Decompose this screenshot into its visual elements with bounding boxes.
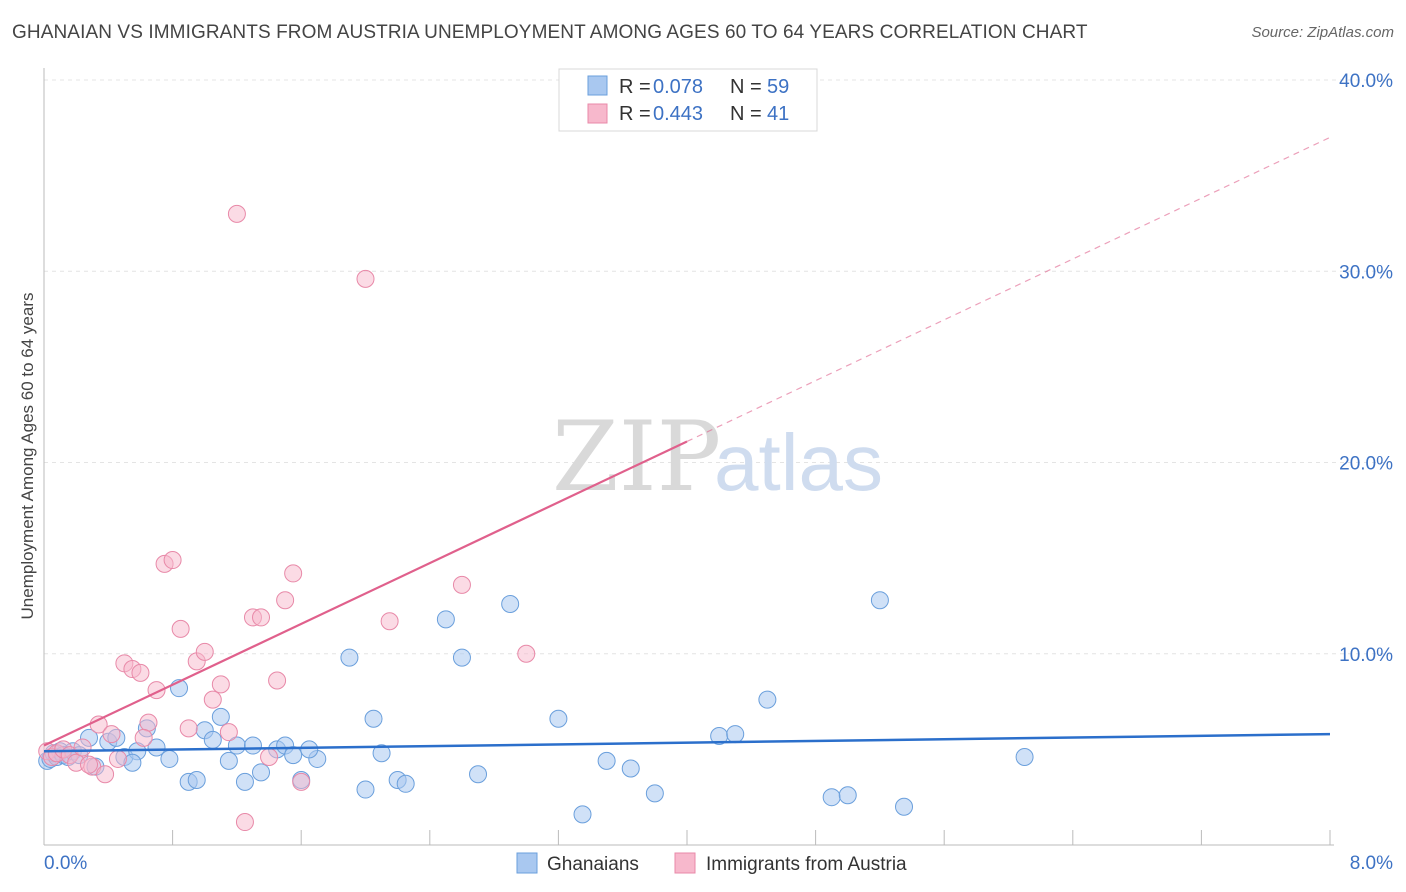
austria-point — [268, 671, 287, 690]
legend-swatch-pink — [587, 103, 608, 124]
series-austria-points — [38, 204, 536, 832]
y-tick-label: 40.0% — [1339, 71, 1393, 92]
austria-point — [517, 644, 536, 663]
x-tick-label-min: 0.0% — [44, 853, 87, 874]
legend-r-label-2: R = — [619, 103, 651, 125]
ghanaians-point — [838, 786, 857, 805]
ghanaians-point — [211, 707, 230, 726]
ghanaians-point — [597, 751, 616, 770]
austria-point — [356, 269, 375, 288]
austria-point — [260, 748, 279, 767]
bottom-legend-swatch-austria — [674, 852, 696, 874]
legend-r-value-1: 0.078 — [653, 76, 703, 98]
ghanaians-point — [501, 595, 520, 614]
ghanaians-point — [147, 738, 166, 757]
austria-point — [252, 608, 271, 627]
austria-point — [96, 765, 115, 784]
ghanaians-point — [187, 770, 206, 789]
austria-trend-line-dashed — [686, 136, 1331, 443]
ghanaians-point — [396, 774, 415, 793]
austria-point — [380, 612, 399, 631]
ghanaians-point — [284, 746, 303, 765]
ghanaians-trend-line — [43, 732, 1331, 753]
austria-point — [292, 772, 311, 791]
austria-point — [73, 738, 92, 757]
austria-point — [195, 642, 214, 661]
ghanaians-point — [340, 648, 359, 667]
y-axis-tick-labels: 10.0% 20.0% 30.0% 40.0% — [1339, 71, 1393, 666]
y-tick-label: 30.0% — [1339, 262, 1393, 283]
ghanaians-point — [895, 797, 914, 816]
y-axis-label: Unemployment Among Ages 60 to 64 years — [18, 293, 37, 620]
austria-point — [131, 663, 150, 682]
austria-point — [235, 813, 254, 832]
bottom-legend-label-ghanaians: Ghanaians — [547, 854, 639, 875]
legend-n-label-2: N = — [730, 103, 762, 125]
ghanaians-point — [243, 736, 262, 755]
austria-point — [108, 749, 127, 768]
watermark-zip: ZIP — [552, 401, 721, 513]
y-tick-label: 10.0% — [1339, 645, 1393, 666]
austria-point — [163, 551, 182, 570]
legend-r-label-1: R = — [619, 76, 651, 98]
ghanaians-point — [870, 591, 889, 610]
legend-n-value-2: 41 — [767, 103, 789, 125]
legend-swatch-blue — [587, 75, 608, 96]
x-axis-ticks — [43, 830, 1331, 845]
ghanaians-point — [356, 780, 375, 799]
bottom-legend-label-austria: Immigrants from Austria — [706, 854, 907, 875]
ghanaians-point — [621, 759, 640, 778]
ghanaians-point — [203, 730, 222, 749]
ghanaians-point — [219, 751, 238, 770]
austria-point — [284, 564, 303, 583]
legend-box: R = 0.078 N = 59 R = 0.443 N = 41 — [558, 68, 818, 132]
watermark-atlas: atlas — [714, 418, 883, 507]
ghanaians-point — [1015, 748, 1034, 767]
ghanaians-point — [822, 788, 841, 807]
source-label: Source: ZipAtlas.com — [1251, 24, 1394, 41]
trend-lines — [43, 136, 1331, 753]
austria-point — [219, 723, 238, 742]
legend-n-value-1: 59 — [767, 76, 789, 98]
ghanaians-point — [252, 763, 271, 782]
ghanaians-point — [364, 709, 383, 728]
y-tick-label: 20.0% — [1339, 454, 1393, 475]
austria-point — [139, 713, 158, 732]
grid-lines — [44, 79, 1393, 655]
legend-n-label-1: N = — [730, 76, 762, 98]
austria-point — [179, 719, 198, 738]
chart-title: GHANAIAN VS IMMIGRANTS FROM AUSTRIA UNEM… — [12, 22, 1088, 43]
austria-point — [203, 690, 222, 709]
austria-point — [276, 591, 295, 610]
ghanaians-point — [758, 690, 777, 709]
ghanaians-point — [436, 610, 455, 629]
austria-point — [171, 619, 190, 638]
austria-trend-line-solid — [43, 440, 688, 747]
austria-point — [452, 575, 471, 594]
bottom-legend-swatch-ghanaians — [516, 852, 538, 874]
austria-point — [80, 755, 99, 774]
axes — [43, 68, 1334, 846]
x-tick-label-max: 8.0% — [1350, 853, 1393, 874]
austria-point — [211, 675, 230, 694]
ghanaians-point — [235, 772, 254, 791]
ghanaians-point — [469, 765, 488, 784]
ghanaians-point — [300, 740, 319, 759]
ghanaians-point — [160, 749, 179, 768]
bottom-legend: Ghanaians Immigrants from Austria — [516, 852, 907, 875]
ghanaians-point — [549, 709, 568, 728]
ghanaians-point — [645, 784, 664, 803]
austria-point — [227, 204, 246, 223]
austria-point — [102, 725, 121, 744]
ghanaians-point — [452, 648, 471, 667]
ghanaians-point — [726, 725, 745, 744]
legend-r-value-2: 0.443 — [653, 103, 703, 125]
ghanaians-point — [372, 744, 391, 763]
ghanaians-point — [573, 805, 592, 824]
austria-point — [134, 728, 153, 747]
